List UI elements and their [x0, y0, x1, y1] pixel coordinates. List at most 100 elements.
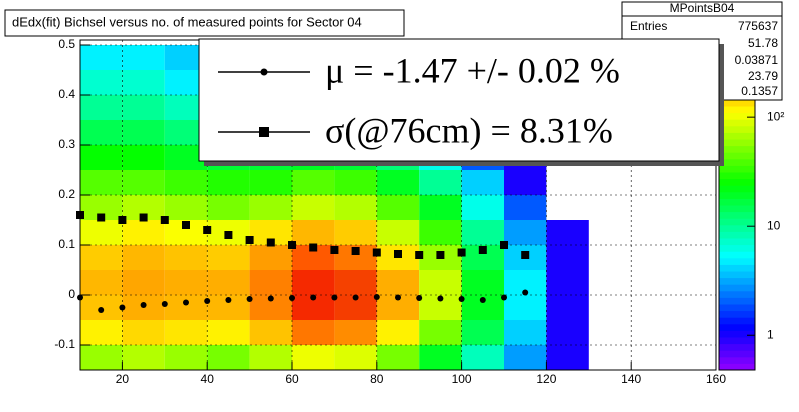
point	[183, 299, 189, 306]
point	[395, 294, 401, 301]
heatmap-cell	[122, 270, 165, 295]
heatmap-cell	[164, 345, 208, 370]
palette-band	[719, 119, 755, 127]
heatmap-cell	[207, 320, 250, 345]
heatmap-cell	[504, 320, 547, 345]
title-box	[4, 9, 405, 37]
heatmap-cell	[292, 220, 335, 245]
x-tick-label: 120	[536, 372, 556, 386]
heatmap-cell	[461, 220, 504, 245]
heatmap-cell	[164, 320, 208, 345]
point	[267, 295, 274, 302]
heatmap-cell	[376, 320, 420, 345]
heatmap-cell	[207, 245, 250, 270]
point	[161, 301, 168, 307]
legend-marker	[259, 127, 269, 137]
heatmap-cell	[504, 195, 547, 220]
z-tick-label: 10²	[767, 109, 784, 123]
heatmap-cell	[419, 345, 462, 370]
palette-band	[719, 337, 755, 345]
palette-band	[719, 290, 755, 298]
x-tick-label: 80	[370, 372, 384, 386]
palette-band	[719, 224, 755, 232]
point	[458, 296, 465, 302]
palette-band	[719, 323, 755, 331]
heatmap-cell	[376, 170, 420, 195]
x-tick-label: 60	[285, 372, 299, 386]
heatmap-cell	[80, 170, 123, 195]
stats-value: 0.1357	[741, 84, 778, 98]
palette-band	[719, 99, 755, 107]
heatmap-cell	[461, 320, 504, 345]
heatmap-cell	[546, 320, 589, 345]
heatmap-cell	[461, 195, 504, 220]
palette-band	[719, 125, 755, 133]
palette-band	[719, 350, 755, 358]
palette-band	[719, 178, 755, 186]
heatmap-cell	[376, 345, 420, 370]
point	[330, 246, 339, 254]
palette-band	[719, 310, 755, 318]
palette-band	[719, 238, 755, 246]
heatmap-cell	[546, 270, 589, 295]
point	[415, 251, 424, 259]
heatmap-cell	[122, 170, 165, 195]
heatmap-cell	[376, 195, 420, 220]
palette-band	[719, 185, 755, 193]
heatmap-cell	[546, 220, 589, 245]
heatmap-cell	[122, 345, 165, 370]
heatmap-cell	[461, 270, 504, 295]
point	[416, 295, 423, 301]
heatmap-cell	[546, 345, 589, 370]
palette-band	[719, 244, 755, 252]
stats-value: 0.03871	[735, 53, 779, 67]
palette-band	[719, 271, 755, 279]
x-tick-label: 140	[621, 372, 641, 386]
heatmap-cell	[122, 320, 165, 345]
heatmap-cell	[546, 245, 589, 270]
heatmap-cell	[164, 195, 208, 220]
heatmap-cell	[292, 195, 335, 220]
heatmap-cell	[376, 220, 420, 245]
stats-label: Entries	[630, 19, 667, 33]
point	[266, 238, 275, 247]
point	[160, 216, 169, 224]
heatmap-cell	[122, 145, 165, 170]
heatmap-cell	[207, 170, 250, 195]
heatmap-cell	[249, 270, 292, 295]
x-tick-label: 20	[116, 372, 130, 386]
point	[351, 247, 360, 255]
y-tick-label: 0.5	[58, 37, 75, 51]
point	[225, 297, 232, 303]
stats-value: 775637	[738, 19, 778, 33]
heatmap-cell	[504, 295, 547, 320]
point	[309, 243, 318, 252]
heatmap-cell	[80, 120, 123, 145]
palette-band	[719, 330, 755, 338]
heatmap-cell	[419, 170, 462, 195]
point	[97, 213, 106, 222]
point	[118, 216, 127, 224]
heatmap-cell	[249, 170, 292, 195]
point	[394, 250, 402, 258]
y-tick-label: 0.2	[58, 187, 75, 201]
point	[479, 297, 486, 303]
point	[437, 295, 444, 302]
palette-band	[719, 264, 755, 272]
palette-band	[719, 145, 755, 153]
heatmap-cell	[249, 320, 292, 345]
z-tick-label: 10	[767, 218, 781, 232]
legend	[198, 38, 720, 162]
heatmap-cell	[504, 220, 547, 245]
heatmap-cell	[122, 95, 165, 120]
heatmap-cell	[292, 345, 335, 370]
overlay: dEdx(fit) Bichsel versus no. of measured…	[4, 1, 783, 166]
heatmap-cell	[207, 195, 250, 220]
palette-band	[719, 251, 755, 259]
heatmap-cell	[419, 220, 462, 245]
palette-band	[719, 317, 755, 325]
heatmap-cell	[80, 245, 123, 270]
point	[119, 304, 126, 311]
point	[501, 294, 507, 301]
legend-label: σ(@76cm) = 8.31%	[325, 110, 613, 150]
